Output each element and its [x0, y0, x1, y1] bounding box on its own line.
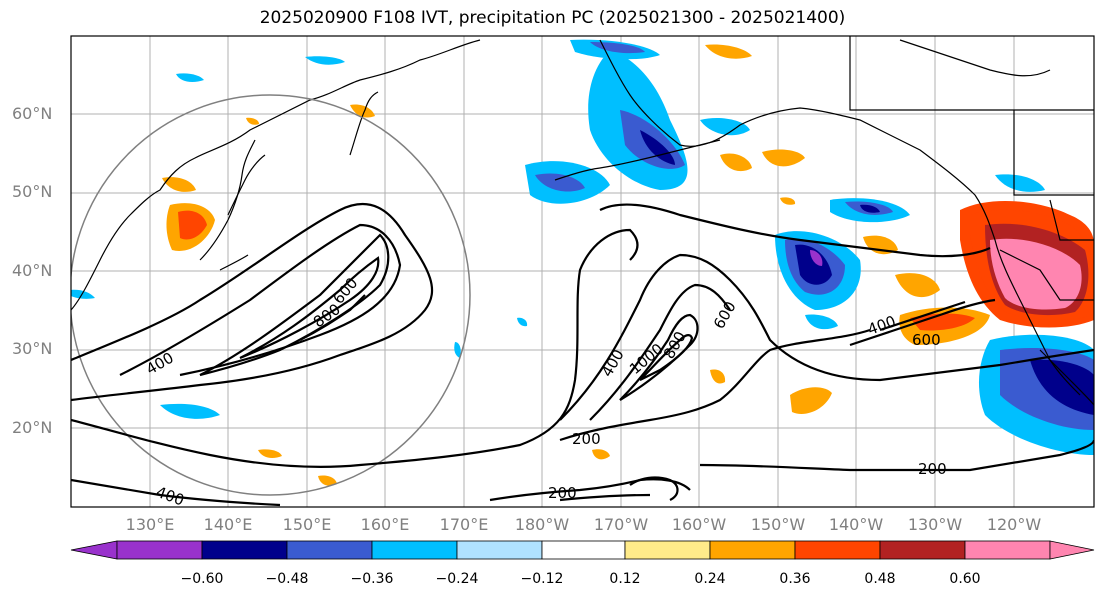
- ivt-contours: [71, 202, 1094, 507]
- coastlines: [71, 36, 1094, 406]
- lat-label: 40°N: [12, 261, 53, 280]
- lon-label: 130°W: [907, 515, 963, 534]
- lon-label: 170°E: [439, 515, 489, 534]
- contour-label: 600: [912, 331, 941, 349]
- colorbar-tick: −0.12: [520, 571, 564, 587]
- lat-label: 60°N: [12, 104, 53, 123]
- colorbar-tick: 0.12: [609, 571, 641, 587]
- contour-label: 400: [154, 483, 187, 510]
- lon-label: 160°W: [671, 515, 727, 534]
- colorbar-tick: 0.60: [949, 571, 981, 587]
- map-area: 400 600 800 400 1000 800 600 200 200 400…: [71, 36, 1094, 510]
- contour-label: 200: [572, 430, 601, 448]
- colorbar-tick: 0.36: [779, 571, 811, 587]
- contour-label: 200: [918, 460, 947, 478]
- lat-label: 50°N: [12, 182, 53, 201]
- lon-label: 150°E: [282, 515, 332, 534]
- colorbar-tick: −0.24: [435, 571, 479, 587]
- colorbar-extend-max: [1049, 540, 1095, 560]
- projection-circle: [71, 94, 471, 496]
- lon-label: 130°E: [125, 515, 175, 534]
- lon-label: 140°W: [828, 515, 884, 534]
- colorbar: [70, 540, 1095, 560]
- contour-label: 400: [143, 349, 177, 379]
- lon-label: 180°W: [514, 515, 570, 534]
- contour-label: 800: [660, 328, 690, 362]
- colorbar-tick: −0.60: [180, 571, 224, 587]
- colorbar-tick: −0.48: [265, 571, 309, 587]
- colorbar-tick: 0.48: [864, 571, 896, 587]
- lat-label: 20°N: [12, 418, 53, 437]
- lat-label: 30°N: [12, 339, 53, 358]
- lon-label: 170°W: [593, 515, 649, 534]
- colorbar-extend-min: [70, 540, 118, 560]
- map-title: 2025020900 F108 IVT, precipitation PC (2…: [259, 8, 846, 28]
- lon-label: 150°W: [750, 515, 806, 534]
- contour-label: 400: [598, 346, 628, 380]
- colorbar-tick: −0.36: [350, 571, 394, 587]
- contour-label: 600: [710, 298, 740, 332]
- map-frame: [70, 35, 1095, 508]
- lon-label: 160°E: [360, 515, 410, 534]
- lon-label: 140°E: [203, 515, 253, 534]
- lon-label: 120°W: [986, 515, 1042, 534]
- contour-label: 200: [548, 484, 577, 502]
- colorbar-tick: 0.24: [694, 571, 726, 587]
- precip-negative-areas: [71, 39, 1094, 455]
- contour-label: 400: [865, 312, 898, 339]
